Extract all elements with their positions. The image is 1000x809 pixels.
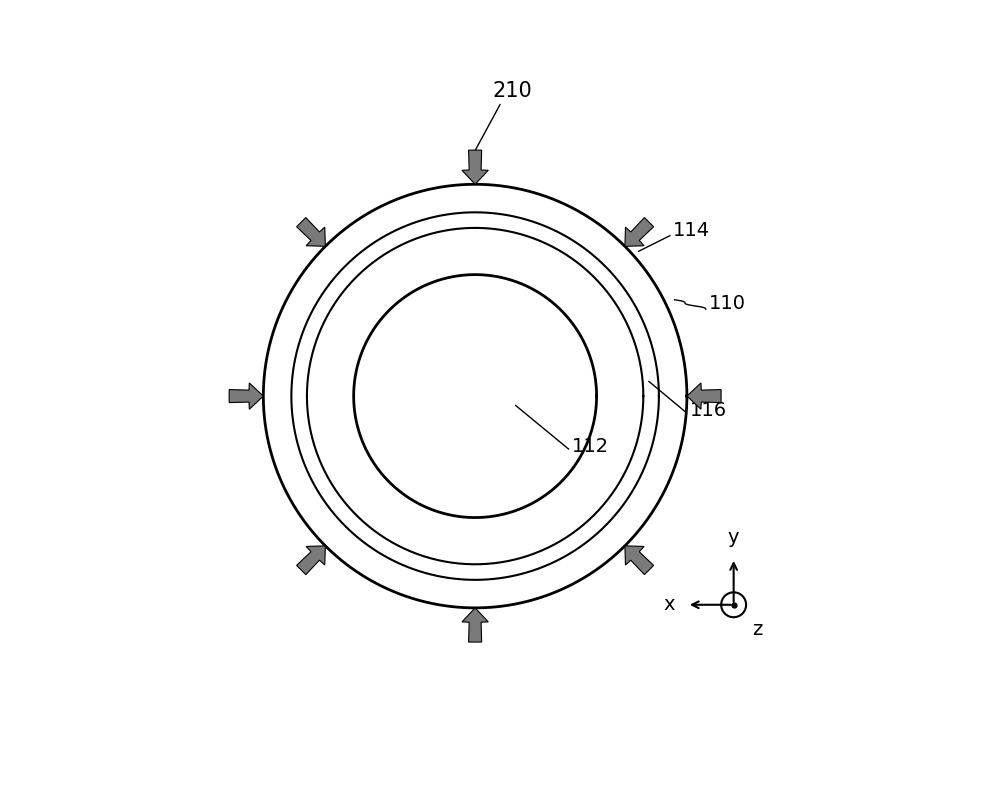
Text: y: y [728,527,739,547]
Polygon shape [297,546,325,574]
Text: 112: 112 [572,437,609,456]
Text: 114: 114 [673,221,710,239]
Polygon shape [462,150,488,184]
Polygon shape [229,383,263,409]
Polygon shape [625,546,654,574]
Text: 116: 116 [689,400,727,420]
Polygon shape [462,608,488,642]
Text: 210: 210 [493,81,532,101]
Polygon shape [297,218,325,246]
Text: x: x [663,595,674,614]
Text: z: z [752,621,763,639]
Polygon shape [625,218,654,246]
Polygon shape [687,383,721,409]
Text: 110: 110 [709,294,746,313]
